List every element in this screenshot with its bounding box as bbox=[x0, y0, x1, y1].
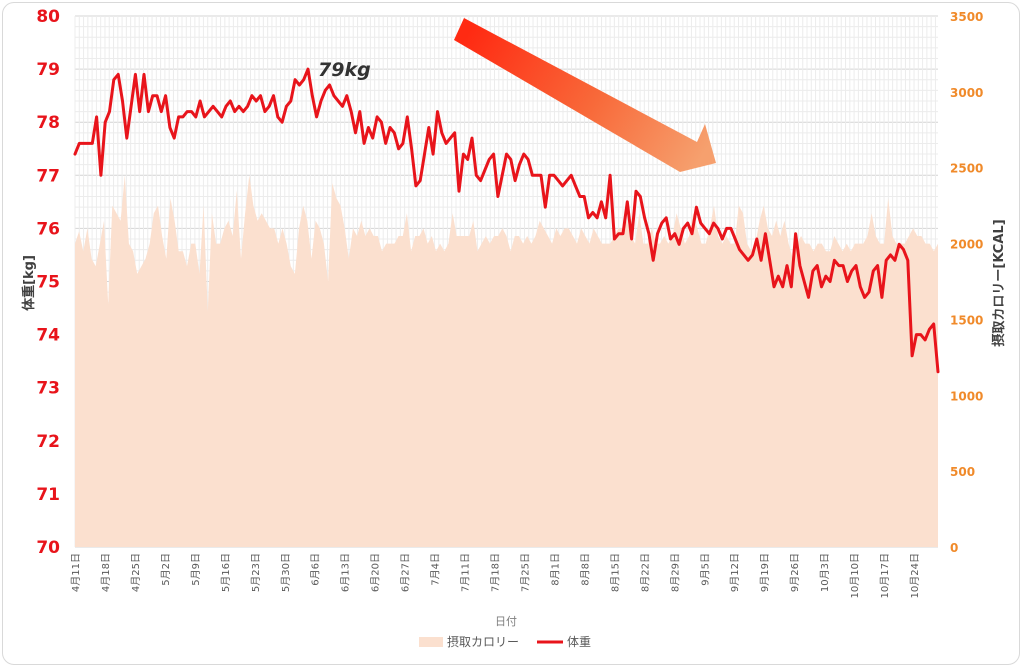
legend: 摂取カロリー 体重 bbox=[419, 634, 591, 649]
x-tick: 5月9日 bbox=[190, 553, 202, 586]
right-y-tick: 1000 bbox=[950, 389, 983, 403]
legend-weight-label: 体重 bbox=[567, 635, 591, 649]
peak-annotation: 79kg bbox=[318, 59, 371, 81]
left-y-tick: 78 bbox=[36, 113, 60, 133]
right-y-tick: 1500 bbox=[950, 313, 983, 327]
x-tick: 8月29日 bbox=[669, 553, 681, 592]
x-tick: 9月12日 bbox=[729, 553, 741, 592]
left-y-tick: 73 bbox=[36, 379, 60, 399]
x-tick: 6月27日 bbox=[400, 553, 412, 592]
x-tick: 4月11日 bbox=[70, 553, 82, 592]
x-tick: 7月25日 bbox=[520, 553, 532, 592]
x-tick: 9月19日 bbox=[759, 553, 771, 592]
x-tick: 5月30日 bbox=[280, 553, 292, 592]
right-y-tick: 0 bbox=[950, 541, 958, 555]
right-y-tick: 3500 bbox=[950, 10, 983, 24]
x-tick: 4月25日 bbox=[130, 553, 142, 592]
x-tick: 4月18日 bbox=[100, 553, 112, 592]
x-tick: 5月16日 bbox=[220, 553, 232, 592]
x-tick: 10月24日 bbox=[909, 553, 921, 598]
x-tick: 8月22日 bbox=[639, 553, 651, 592]
x-tick: 8月8日 bbox=[579, 553, 591, 586]
legend-calorie-swatch bbox=[419, 637, 443, 647]
x-tick: 10月17日 bbox=[879, 553, 891, 598]
weight-line-series bbox=[73, 67, 940, 374]
trend-arrow-icon bbox=[454, 18, 716, 172]
x-tick: 8月1日 bbox=[549, 553, 561, 586]
left-y-tick: 76 bbox=[36, 219, 60, 239]
x-axis-ticks: 4月11日 4月18日 4月25日 5月2日 5月9日 5月16日 5月23日 5月30日 6月… bbox=[70, 553, 921, 598]
x-tick: 9月26日 bbox=[789, 553, 801, 592]
x-tick: 6月13日 bbox=[340, 553, 352, 592]
x-tick: 9月5日 bbox=[699, 553, 711, 586]
right-y-tick: 500 bbox=[950, 465, 975, 479]
x-tick: 7月4日 bbox=[430, 553, 442, 586]
weight-line bbox=[73, 67, 940, 374]
x-tick: 7月11日 bbox=[460, 553, 472, 592]
left-y-tick: 71 bbox=[36, 485, 60, 505]
left-y-tick: 70 bbox=[36, 538, 60, 558]
legend-calorie-label: 摂取カロリー bbox=[447, 634, 519, 649]
calorie-area-series bbox=[75, 175, 938, 548]
right-y-tick: 2500 bbox=[950, 162, 983, 176]
left-y-tick: 72 bbox=[36, 432, 60, 452]
x-tick: 6月6日 bbox=[310, 553, 322, 586]
right-axis-title: 摂取カロリー[KCAL] bbox=[991, 219, 1007, 346]
x-tick: 6月20日 bbox=[370, 553, 382, 592]
left-y-tick: 75 bbox=[36, 273, 60, 293]
x-tick: 10月3日 bbox=[819, 553, 831, 592]
left-y-axis-ticks: 70 71 72 73 74 75 76 77 78 79 80 bbox=[36, 7, 60, 558]
x-tick: 10月10日 bbox=[849, 553, 861, 598]
x-tick: 5月23日 bbox=[250, 553, 262, 592]
right-y-tick: 2000 bbox=[950, 238, 983, 252]
x-tick: 7月18日 bbox=[490, 553, 502, 592]
left-y-tick: 77 bbox=[36, 166, 60, 186]
x-tick: 8月15日 bbox=[609, 553, 621, 592]
right-y-tick: 3000 bbox=[950, 86, 983, 100]
left-y-tick: 79 bbox=[36, 60, 60, 80]
left-y-tick: 74 bbox=[36, 326, 60, 346]
right-y-axis-ticks: 0 500 1000 1500 2000 2500 3000 3500 bbox=[950, 10, 983, 555]
x-tick: 5月2日 bbox=[160, 553, 172, 586]
left-axis-title: 体重[kg] bbox=[21, 255, 37, 311]
calorie-area bbox=[75, 175, 938, 548]
x-axis-title: 日付 bbox=[495, 615, 517, 628]
left-y-tick: 80 bbox=[36, 7, 60, 27]
